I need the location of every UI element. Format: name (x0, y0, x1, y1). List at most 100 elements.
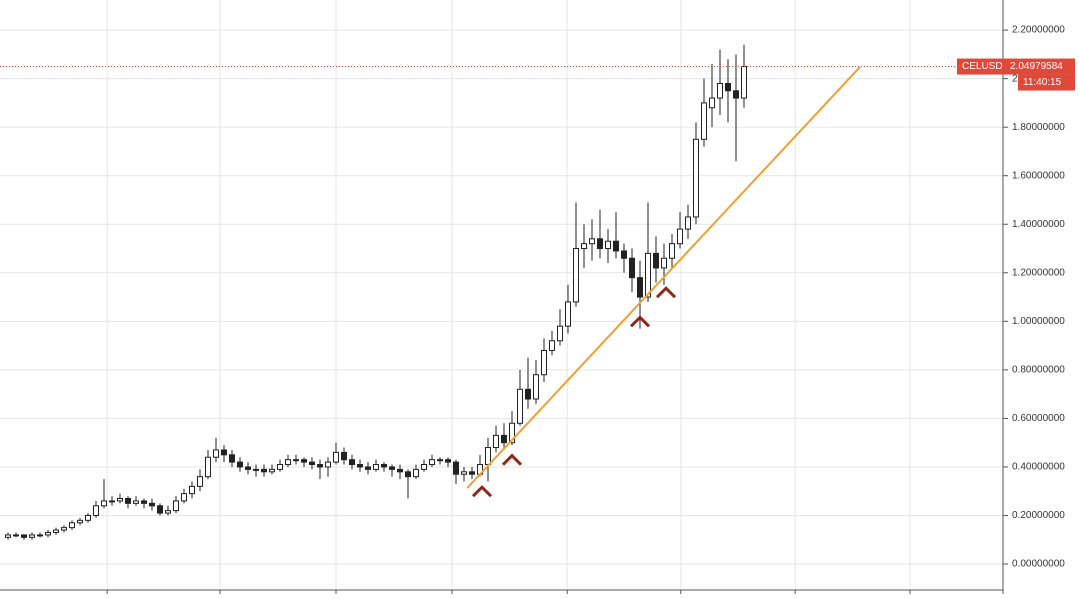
y-tick-label: 1.40000000 (1012, 219, 1065, 230)
candle-body (333, 451, 339, 463)
candle-body (117, 498, 123, 502)
countdown-badge (1018, 74, 1075, 91)
price-badge (957, 58, 1075, 75)
candle-body (509, 422, 515, 444)
candle-body (613, 240, 619, 252)
support-marker (471, 485, 493, 498)
candle-body (405, 471, 411, 478)
candle-body (669, 243, 675, 259)
candle-body (325, 461, 331, 468)
candle-body (141, 500, 147, 504)
candle-body (253, 468, 259, 471)
support-marker (629, 315, 651, 328)
candle-body (677, 228, 683, 245)
candle-body (493, 434, 499, 449)
candle-body (557, 325, 563, 342)
candle-body (229, 454, 235, 463)
last-price-label: 2.04979584 (1010, 61, 1063, 72)
candle-body (469, 471, 475, 475)
candle-body (205, 456, 211, 478)
countdown-label: 11:40:15 (1023, 77, 1062, 88)
y-tick-label: 0.60000000 (1012, 413, 1065, 424)
candle-body (533, 374, 539, 400)
support-marker (655, 286, 677, 299)
candle-body (69, 522, 75, 529)
candle-body (485, 447, 491, 466)
candle-body (517, 388, 523, 424)
candle-body (165, 510, 171, 514)
y-tick-label: 1.20000000 (1012, 267, 1065, 278)
candle-body (717, 82, 723, 99)
candle-body (317, 464, 323, 468)
candle-body (261, 468, 267, 473)
candle-body (581, 243, 587, 250)
candle-body (197, 476, 203, 487)
candle-body (637, 277, 643, 298)
candle-body (685, 216, 691, 230)
y-tick-label: 0.40000000 (1012, 462, 1065, 473)
y-tick-label: 0.00000000 (1012, 559, 1065, 570)
y-tick-label: 2.20000000 (1012, 25, 1065, 36)
price-labels: CELUSD 2.04979584 11:40:15 (957, 58, 1075, 91)
candle-body (373, 464, 379, 470)
support-marker (501, 453, 523, 466)
candle-body (549, 340, 555, 351)
candle-body (421, 464, 427, 470)
candle-body (53, 529, 59, 533)
candle-body (293, 459, 299, 462)
candle-body (21, 534, 27, 538)
candle-body (221, 449, 227, 456)
candle-body (45, 531, 51, 536)
candle-body (661, 257, 667, 269)
candle-body (701, 102, 707, 140)
candle-body (101, 500, 107, 507)
candle-body (181, 493, 187, 502)
candle-body (61, 527, 67, 531)
trend-line (466, 66, 861, 489)
candle-body (725, 82, 731, 92)
candle-body (525, 388, 531, 400)
candle-body (653, 252, 659, 269)
grid (0, 0, 1003, 590)
candle-body (693, 138, 699, 218)
candle-body (605, 240, 611, 250)
candle-body (629, 257, 635, 279)
candle-body (397, 468, 403, 473)
candle-body (341, 451, 347, 461)
candle-body (453, 461, 459, 475)
candle-body (5, 534, 11, 538)
y-tick-label: 0.20000000 (1012, 510, 1065, 521)
candle-body (733, 90, 739, 99)
candle-body (125, 498, 131, 504)
candle-body (597, 238, 603, 250)
candle-body (309, 461, 315, 466)
candle-body (645, 252, 651, 298)
plot (0, 44, 1003, 540)
candle-body (365, 466, 371, 470)
candle-body (133, 500, 139, 504)
candle-body (357, 464, 363, 468)
candle-body (277, 464, 283, 470)
candle-body (173, 500, 179, 512)
candle-body (741, 66, 747, 99)
candle-body (565, 301, 571, 327)
candle-body (285, 459, 291, 466)
candle-body (29, 534, 35, 538)
candle-body (109, 500, 115, 503)
y-tick-label: 1.00000000 (1012, 316, 1065, 327)
candle-body (413, 468, 419, 478)
candle-body (589, 238, 595, 245)
candle-body (37, 534, 43, 537)
candle-body (429, 459, 435, 466)
candle-body (381, 464, 387, 468)
candle-body (245, 466, 251, 470)
candle-body (269, 468, 275, 473)
candle-body (93, 505, 99, 516)
candle-body (437, 459, 443, 462)
symbol-label: CELUSD (962, 61, 1003, 72)
candle-body (389, 466, 395, 470)
candle-body (237, 461, 243, 468)
candle-body (149, 502, 155, 507)
candle-body (189, 485, 195, 495)
